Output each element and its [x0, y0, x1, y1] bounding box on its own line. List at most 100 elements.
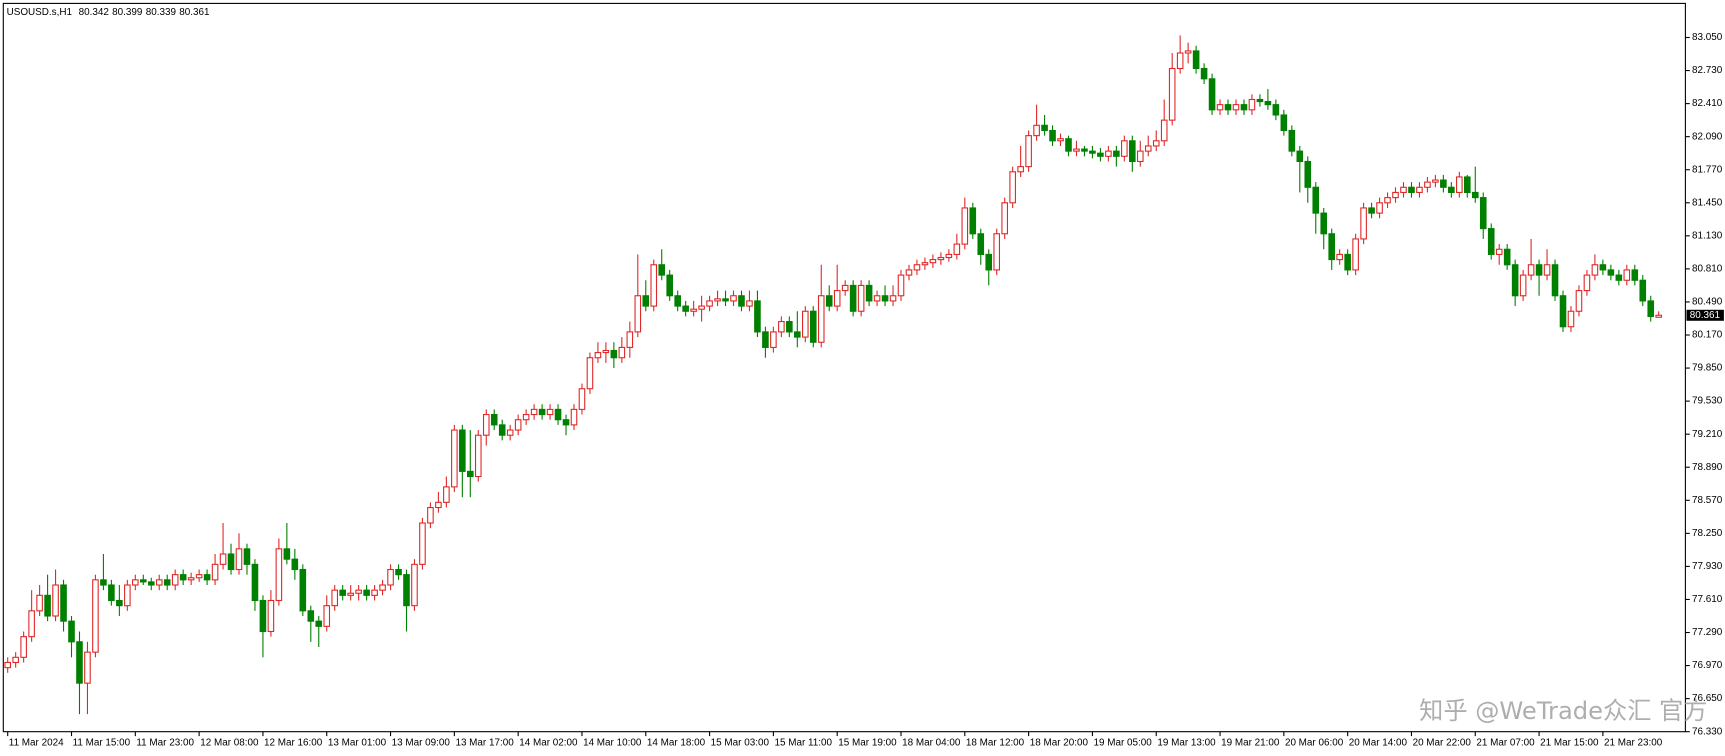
x-tick-label: 15 Mar 03:00 [711, 737, 770, 748]
candle-body [794, 331, 801, 338]
candle-body [411, 563, 418, 607]
candle-body [1360, 207, 1367, 240]
candle-body [985, 253, 993, 271]
candle-body [227, 553, 235, 571]
candle-body [60, 584, 67, 622]
candle-body [1535, 264, 1543, 276]
candle-body [1639, 279, 1647, 302]
y-tick-label: 79.210 [1692, 429, 1723, 440]
x-tick-label: 11 Mar 15:00 [73, 737, 131, 748]
candle-body [833, 290, 841, 307]
candle-body [642, 295, 650, 307]
candle-body [1057, 138, 1064, 142]
candle-body [1129, 140, 1136, 163]
candle-body [530, 408, 538, 416]
candle-body [594, 352, 602, 359]
candle-body [100, 579, 107, 586]
x-tick-label: 14 Mar 18:00 [647, 737, 706, 748]
candle-body [44, 594, 51, 617]
candle-body [68, 620, 75, 643]
candle-body [1336, 253, 1343, 261]
candle-body [419, 522, 426, 565]
y-tick-label: 81.450 [1692, 197, 1723, 208]
x-tick-label: 14 Mar 02:00 [519, 737, 578, 748]
candle-body [1296, 150, 1304, 163]
candle-body [315, 620, 323, 627]
candle-body [1160, 119, 1168, 142]
y-tick-label: 76.330 [1692, 726, 1723, 737]
candle-body [482, 414, 490, 436]
candle-body [969, 207, 977, 235]
candle-body [857, 284, 865, 312]
candle-body [1256, 98, 1264, 103]
y-tick-label: 78.570 [1692, 495, 1723, 506]
candle-body [666, 274, 674, 297]
candle-body [570, 408, 578, 426]
candle-body [817, 295, 825, 343]
candle-body [1089, 150, 1096, 154]
y-tick-label: 77.930 [1692, 561, 1723, 572]
candle-body [514, 419, 522, 431]
candle-body [1392, 191, 1399, 199]
ohlc-open: 80.342 [79, 7, 109, 18]
candle-body [1136, 150, 1144, 163]
candle-body [849, 284, 857, 312]
y-tick-label: 80.170 [1692, 330, 1723, 341]
candle-body [602, 349, 610, 354]
ohlc-low: 80.339 [146, 7, 177, 18]
candle-body [546, 408, 554, 416]
candle-body [307, 610, 315, 622]
candle-body [1065, 138, 1072, 152]
candle-body [1121, 140, 1128, 157]
x-tick-label: 13 Mar 09:00 [392, 737, 451, 748]
candle-body [1280, 114, 1288, 132]
candle-body [403, 574, 410, 607]
candle-body [1607, 269, 1615, 276]
x-tick-label: 15 Mar 11:00 [774, 737, 832, 748]
candle-body [451, 429, 458, 488]
candle-body [1113, 150, 1120, 157]
candle-body [467, 470, 474, 478]
plot-frame [2, 2, 1686, 733]
candle-body [1208, 78, 1216, 111]
x-tick-label: 18 Mar 12:00 [966, 737, 1025, 748]
candle-body [562, 419, 570, 426]
candle-body [929, 259, 937, 264]
candle-body [578, 388, 586, 410]
candle-body [1559, 295, 1567, 328]
candle-body [522, 414, 530, 421]
ohlc-high: 80.399 [112, 7, 143, 18]
candle-body [945, 253, 953, 259]
candle-body [754, 300, 761, 333]
candle-body [435, 501, 442, 509]
candle-body [1192, 50, 1200, 70]
candle-body [1240, 104, 1248, 111]
candle-body [1344, 253, 1351, 271]
candle-body [1487, 228, 1495, 255]
candle-body [953, 243, 961, 255]
candle-body [92, 579, 99, 653]
candle-body [762, 331, 769, 348]
y-tick-label: 77.290 [1692, 627, 1723, 638]
candle-body [4, 661, 12, 669]
candle-body [147, 581, 155, 586]
candle-body [283, 548, 291, 560]
candle-body [1073, 148, 1080, 152]
candle-body [1041, 124, 1048, 132]
candle-body [1503, 248, 1511, 266]
candle-body [538, 408, 546, 416]
x-tick-label: 11 Mar 23:00 [136, 737, 194, 748]
candle-body [427, 506, 434, 524]
candle-body [1049, 129, 1056, 142]
candle-body [1009, 171, 1016, 204]
candle-body [347, 592, 354, 596]
x-tick-label: 18 Mar 04:00 [902, 737, 961, 748]
candle-body [1456, 176, 1463, 194]
symbol: USOUSD.s,H1 [7, 7, 73, 18]
x-tick-label: 20 Mar 14:00 [1349, 737, 1408, 748]
candle-body [913, 264, 921, 271]
candle-body [1495, 248, 1503, 255]
candle-body [889, 295, 897, 302]
chart-title: USOUSD.s,H1 80.342 80.399 80.339 80.361 [7, 7, 210, 18]
